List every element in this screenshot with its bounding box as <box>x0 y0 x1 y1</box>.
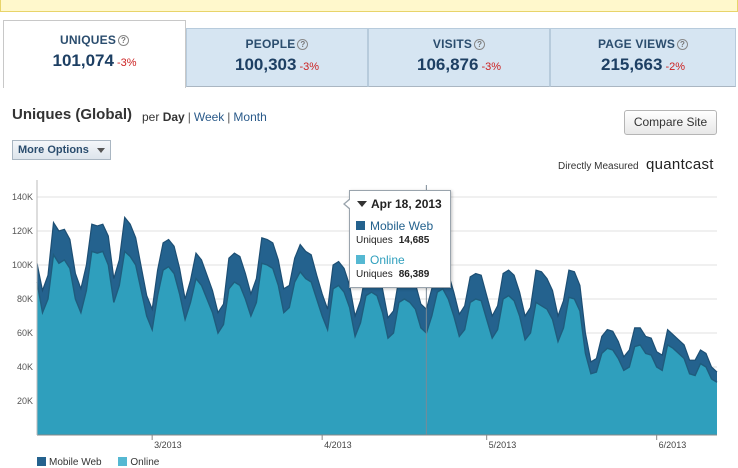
tab-people[interactable]: PEOPLE? 100,303 -3% <box>186 28 368 87</box>
tab-page-views-value-row: 215,663 -2% <box>551 55 735 75</box>
tooltip-date-row: Apr 18, 2013 <box>357 197 442 211</box>
help-icon[interactable]: ? <box>474 39 486 50</box>
tooltip-mobile-row: Uniques 14,685 <box>356 235 429 246</box>
compare-site-button[interactable]: Compare Site <box>624 110 717 135</box>
tab-uniques-delta: -3% <box>116 57 137 69</box>
tab-uniques-label-row: UNIQUES? <box>4 33 185 47</box>
y-tick-label: 40K <box>17 362 33 372</box>
period-selector: per Day | Week | Month <box>142 110 267 124</box>
tab-people-value-row: 100,303 -3% <box>187 55 367 75</box>
tooltip-online-value: 86,389 <box>398 269 430 280</box>
tooltip-online-label: Uniques <box>356 269 393 280</box>
tab-page-views-label: PAGE VIEWS <box>597 37 676 51</box>
y-tick-label: 140K <box>12 192 33 202</box>
tab-visits-label: VISITS <box>432 37 473 51</box>
x-tick-label: 3/2013 <box>154 440 182 450</box>
online-area <box>37 251 717 435</box>
y-tick-label: 120K <box>12 226 33 236</box>
metric-tabs: UNIQUES? 101,074 -3% PEOPLE? 100,303 -3% V… <box>0 18 738 88</box>
tooltip-mobile-label: Uniques <box>356 235 393 246</box>
period-week-link[interactable]: Week <box>193 110 225 124</box>
uniques-chart[interactable]: 20K 40K 60K 80K 100K 120K 140K 3/2013 4/2013 5/20… <box>0 175 738 463</box>
tab-visits-delta: -3% <box>481 61 501 73</box>
period-day[interactable]: Day <box>162 110 185 124</box>
tab-visits-value: 106,876 <box>416 55 479 74</box>
tooltip-online-row: Uniques 86,389 <box>356 269 429 280</box>
tab-people-label: PEOPLE <box>245 37 296 51</box>
triangle-down-icon <box>357 201 367 207</box>
tooltip-online-series: Online <box>356 253 405 267</box>
tab-page-views-label-row: PAGE VIEWS? <box>551 37 735 51</box>
tab-visits-value-row: 106,876 -3% <box>369 55 549 75</box>
period-month-link[interactable]: Month <box>233 110 267 124</box>
x-tick-label: 5/2013 <box>489 440 517 450</box>
help-icon[interactable]: ? <box>297 39 309 50</box>
more-options-label: More Options <box>18 144 89 156</box>
help-icon[interactable]: ? <box>677 39 689 50</box>
x-tick-label: 6/2013 <box>659 440 687 450</box>
mobile-swatch <box>356 221 365 230</box>
y-tick-label: 20K <box>17 396 33 406</box>
tooltip-mobile-series: Mobile Web <box>356 219 433 233</box>
chevron-down-icon <box>97 148 105 153</box>
tooltip-mobile-value: 14,685 <box>398 235 430 246</box>
y-tick-label: 80K <box>17 294 33 304</box>
tab-uniques[interactable]: UNIQUES? 101,074 -3% <box>3 20 186 88</box>
x-tick-label: 4/2013 <box>324 440 352 450</box>
tooltip-date: Apr 18, 2013 <box>371 197 442 211</box>
tab-visits-label-row: VISITS? <box>369 37 549 51</box>
online-swatch <box>356 255 365 264</box>
online-line <box>36 249 718 383</box>
y-tick-label: 100K <box>12 260 33 270</box>
help-icon[interactable]: ? <box>118 35 130 46</box>
y-tick-label: 60K <box>17 328 33 338</box>
tab-uniques-value: 101,074 <box>52 51 114 70</box>
tab-page-views[interactable]: PAGE VIEWS? 215,663 -2% <box>550 28 736 87</box>
tab-people-value: 100,303 <box>234 55 297 74</box>
per-label: per <box>142 110 160 124</box>
tab-people-delta: -3% <box>299 61 319 73</box>
tab-page-views-delta: -2% <box>665 61 685 73</box>
legend-swatch-mobile <box>37 457 46 466</box>
chart-tooltip: Apr 18, 2013 Mobile Web Uniques 14,685 On… <box>343 190 451 288</box>
tab-people-label-row: PEOPLE? <box>187 37 367 51</box>
tab-uniques-label: UNIQUES <box>59 33 117 47</box>
tooltip-online-name: Online <box>370 253 405 267</box>
tab-uniques-value-row: 101,074 -3% <box>4 51 185 71</box>
directly-measured-label: Directly Measured <box>558 161 639 172</box>
period-separator: | <box>187 110 191 124</box>
tooltip-pointer-inner <box>345 199 351 209</box>
notice-banner <box>0 0 738 12</box>
tab-visits[interactable]: VISITS? 106,876 -3% <box>368 28 550 87</box>
legend-swatch-online <box>118 457 128 466</box>
more-options-dropdown[interactable]: More Options <box>12 140 111 160</box>
tab-page-views-value: 215,663 <box>600 55 663 74</box>
quantcast-logo: quantcast <box>646 156 714 173</box>
tooltip-mobile-name: Mobile Web <box>370 219 434 233</box>
page-title: Uniques (Global) <box>12 106 132 123</box>
period-separator: | <box>227 110 231 124</box>
